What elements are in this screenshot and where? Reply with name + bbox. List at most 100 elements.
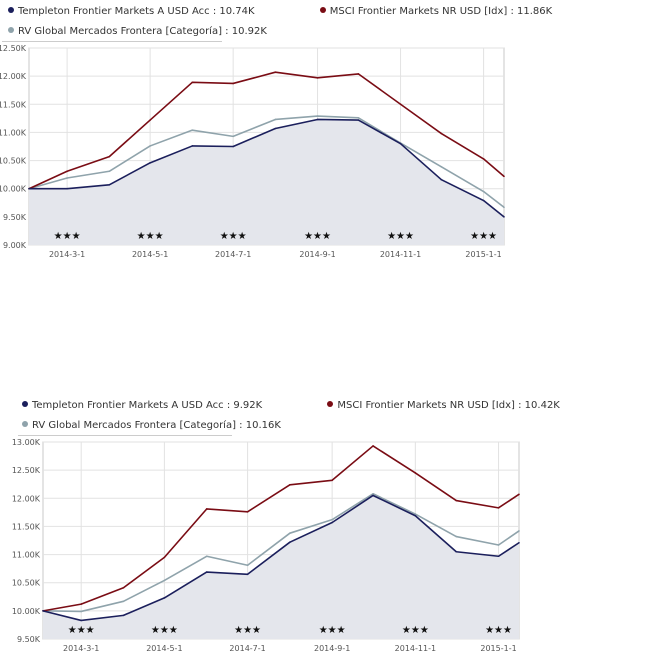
legend-item-templeton[interactable]: Templeton Frontier Markets A USD Acc : 1…: [8, 5, 255, 19]
series-dot-icon: [8, 27, 14, 33]
series-dot-icon: [319, 7, 326, 13]
y-tick-label: 11.00K: [0, 128, 27, 137]
data-point: [66, 187, 68, 190]
legend-divider: [2, 41, 222, 42]
x-tick-label: 2014-11-1: [395, 644, 436, 653]
rating-stars: ★★★: [68, 625, 95, 636]
data-point: [28, 187, 30, 190]
y-tick-label: 12.50K: [12, 466, 41, 475]
data-point: [372, 494, 374, 497]
rating-stars: ★★★: [485, 625, 512, 636]
data-point: [122, 600, 125, 603]
legend-item-category[interactable]: RV Global Mercados Frontera [Categoría] …: [22, 419, 281, 433]
data-point: [357, 116, 360, 119]
data-point: [518, 530, 520, 532]
data-point: [331, 479, 333, 482]
x-tick-label: 2014-7-1: [229, 644, 265, 653]
y-tick-label: 11.00K: [12, 551, 41, 560]
x-tick-label: 2014-9-1: [314, 644, 350, 653]
data-point: [331, 518, 333, 521]
rating-stars: ★★★: [54, 231, 81, 242]
data-point: [205, 555, 208, 558]
rating-stars: ★★★: [319, 625, 346, 636]
data-point: [232, 82, 234, 85]
y-tick-label: 9.50K: [3, 213, 27, 222]
data-point: [414, 472, 417, 474]
data-point: [497, 507, 500, 509]
data-point: [205, 571, 208, 573]
data-point: [289, 541, 291, 543]
data-point: [80, 619, 82, 622]
data-point: [232, 145, 234, 148]
data-point: [163, 579, 166, 582]
data-point: [122, 586, 125, 589]
data-point: [399, 142, 402, 145]
data-point: [440, 178, 443, 181]
x-tick-label: 2014-3-1: [63, 644, 99, 653]
y-tick-label: 11.50K: [0, 100, 27, 109]
data-point: [289, 532, 291, 534]
data-point: [108, 155, 111, 158]
rating-stars: ★★★: [470, 231, 497, 242]
data-point: [163, 597, 166, 599]
y-tick-label: 13.00K: [12, 438, 41, 447]
y-tick-label: 12.00K: [12, 494, 41, 503]
legend-item-msci[interactable]: MSCI Frontier Markets NR USD [Idx] : 11.…: [319, 5, 552, 19]
data-point: [414, 513, 417, 515]
data-point: [66, 177, 68, 179]
data-point: [316, 77, 319, 79]
legend-item-templeton[interactable]: Templeton Frontier Markets A USD Acc : 9…: [22, 399, 262, 413]
data-point: [518, 541, 520, 544]
data-point: [497, 555, 500, 558]
data-point: [163, 556, 166, 559]
data-point: [246, 573, 249, 576]
legend-item-category[interactable]: RV Global Mercados Frontera [Categoría] …: [8, 25, 267, 39]
data-point: [440, 165, 443, 168]
data-point: [357, 119, 360, 121]
data-point: [357, 73, 360, 75]
data-point: [274, 71, 277, 74]
legend-divider: [18, 435, 232, 436]
y-tick-label: 10.00K: [12, 607, 41, 616]
data-point: [482, 190, 485, 193]
y-tick-label: 12.50K: [0, 44, 27, 53]
y-tick-label: 11.50K: [12, 522, 41, 531]
data-point: [232, 135, 234, 138]
x-tick-label: 2015-1-1: [480, 644, 516, 653]
series-area-fill: [29, 119, 504, 245]
data-point: [122, 614, 125, 617]
x-tick-label: 2015-1-1: [465, 250, 501, 259]
rating-stars: ★★★: [137, 231, 164, 242]
data-point: [503, 206, 505, 209]
data-point: [455, 550, 458, 553]
rating-stars: ★★★: [402, 625, 429, 636]
x-tick-label: 2014-5-1: [132, 250, 168, 259]
data-point: [205, 508, 208, 510]
data-point: [42, 610, 44, 612]
data-point: [399, 103, 402, 106]
y-tick-label: 9.50K: [17, 635, 41, 644]
y-tick-label: 9.00K: [3, 241, 27, 250]
x-tick-label: 2014-5-1: [146, 644, 182, 653]
data-point: [503, 216, 505, 218]
rating-stars: ★★★: [304, 231, 331, 242]
chart-1: 9.50K 10.00K 10.50K 11.00K 11.50K 12.00K 12.50…: [12, 438, 520, 653]
x-tick-label: 2014-9-1: [299, 250, 335, 259]
data-point: [497, 544, 500, 546]
legend-item-msci[interactable]: MSCI Frontier Markets NR USD [Idx] : 10.…: [327, 399, 560, 413]
chart-0: 9.00K 9.50K 10.00K 10.50K 11.00K 11.50K 12.00K…: [0, 44, 505, 259]
data-point: [66, 170, 68, 173]
data-point: [80, 603, 82, 605]
y-tick-label: 10.50K: [0, 157, 27, 166]
data-point: [482, 199, 485, 202]
x-tick-label: 2014-11-1: [380, 250, 421, 259]
data-point: [455, 535, 458, 538]
data-point: [108, 170, 111, 173]
data-point: [191, 81, 194, 84]
data-point: [414, 514, 417, 517]
data-point: [316, 118, 319, 121]
data-point: [518, 493, 520, 496]
data-point: [246, 564, 249, 567]
y-tick-label: 10.00K: [0, 185, 27, 194]
data-point: [289, 483, 291, 486]
